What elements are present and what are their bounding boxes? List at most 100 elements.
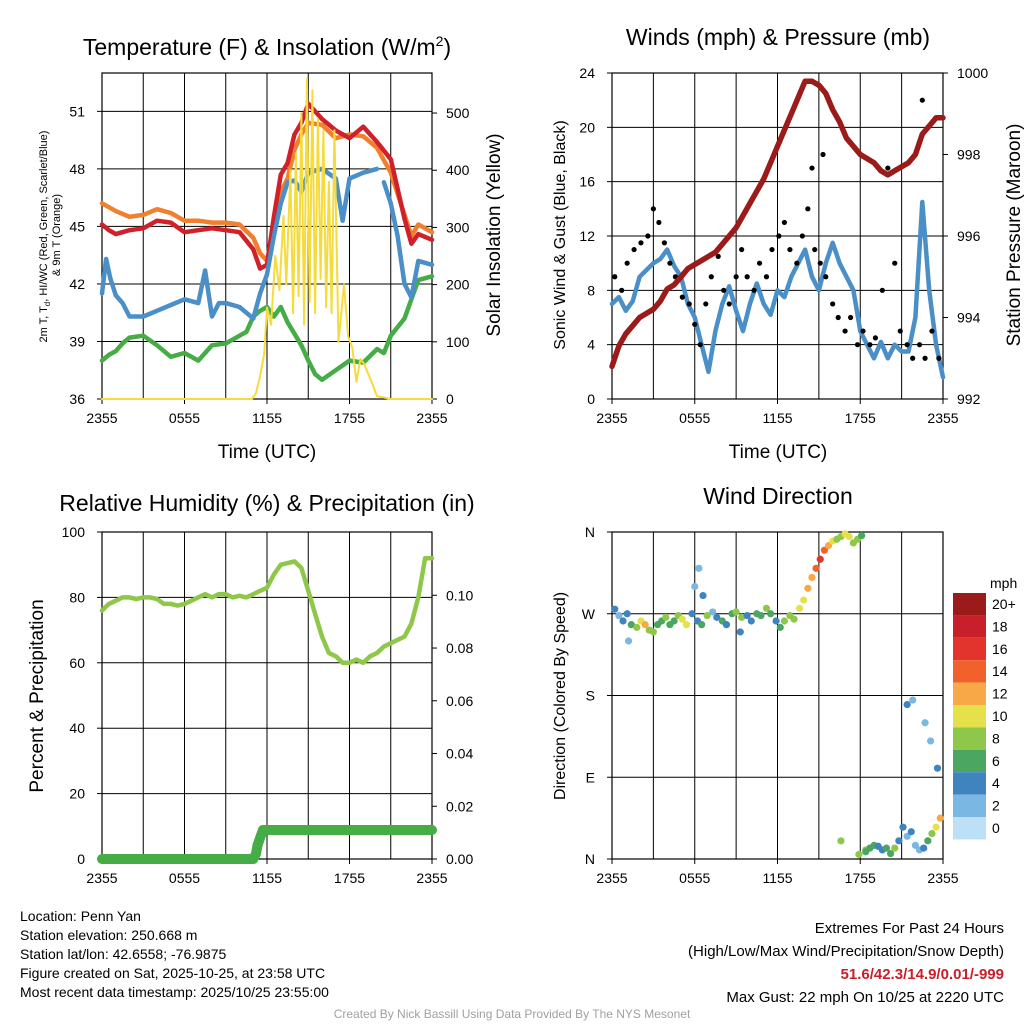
dir-ylabel-left: Direction (Colored By Speed) (552, 592, 569, 800)
wind-xtick-label: 0555 (679, 410, 710, 426)
dir-point (772, 617, 780, 625)
rh-panel: Relative Humidity (%) & Precipitation (i… (27, 490, 475, 793)
dir-point (688, 610, 696, 618)
dir-point (928, 829, 936, 838)
colorbar-label: 8 (992, 730, 1000, 746)
wind-series-gust-point (910, 355, 916, 361)
rh-ytick-right-label: 0.10 (446, 587, 473, 603)
dir-point (619, 617, 627, 625)
wind-series-gust-point (769, 246, 775, 253)
wind-series-gust-point (809, 165, 815, 171)
wind-series-gust-point (638, 240, 644, 246)
colorbar-label: 14 (992, 663, 1008, 679)
dir-point (816, 555, 824, 563)
colorbar-swatch (953, 794, 986, 817)
wind-series-gust-point (751, 287, 757, 293)
dir-point (920, 844, 928, 852)
dir-point (627, 621, 635, 629)
dir-point (736, 628, 744, 636)
dir-scatter (611, 530, 944, 859)
wind-series-gust-point (776, 233, 782, 239)
wind-ytick-label: 16 (579, 174, 595, 190)
wind-series-gust-point (854, 342, 861, 348)
wind-series-gust-point (897, 328, 903, 334)
wind-series-gust-point (650, 206, 656, 212)
colorbar-swatch (953, 772, 986, 795)
wind-xtick-label: 2355 (596, 410, 627, 426)
temp-axes: 2355 0555 1155 1755 235536394245485101002003… (69, 72, 470, 426)
dir-point (936, 814, 944, 822)
colorbar-label: 12 (992, 686, 1008, 702)
dir-point (682, 621, 691, 629)
wind-series-gust-point (885, 165, 891, 171)
wind-series-gust-point (805, 206, 811, 212)
temp-title: Temperature (F) & Insolation (W/m2) (83, 33, 451, 60)
dir-point (903, 700, 911, 709)
rh-ylabel-left: Percent & Precipitation (27, 599, 48, 792)
wind-series-gust-point (624, 260, 630, 266)
wind-series-gust-point (879, 287, 885, 293)
rh-ytick-label: 20 (69, 786, 85, 802)
wind-ytick-label: 24 (579, 65, 595, 81)
extremes-info: Extremes For Past 24 Hours (High/Low/Max… (688, 917, 1004, 1009)
wind-series-gust-point (872, 335, 879, 341)
wind-series-gust-point (919, 97, 925, 103)
wind-series-gust-point (904, 342, 910, 348)
dir-xtick-label: 2355 (927, 870, 958, 886)
rh-ytick-label: 0 (77, 851, 85, 867)
colorbar-swatch (953, 705, 986, 728)
dir-xtick-label: 1755 (845, 870, 876, 886)
dir-xtick-label: 1155 (762, 870, 792, 886)
dir-point (891, 844, 899, 852)
rh-xtick-label: 0555 (169, 870, 200, 886)
dir-point (790, 615, 798, 623)
wind-xtick-label: 1755 (845, 410, 876, 426)
dir-point (695, 564, 703, 572)
colorbar-swatch (953, 660, 986, 683)
wind-series-gust-point (744, 274, 750, 280)
wind-ytick-label: 4 (587, 337, 595, 353)
wind-series-gust-point (656, 219, 662, 226)
wind-series-gust-point (667, 260, 673, 266)
dir-point (747, 617, 755, 625)
wind-ytick-right-label: 1000 (957, 65, 988, 81)
wind-series-gust-point (697, 342, 703, 348)
recent-data-text: Most recent data timestamp: 2025/10/25 2… (20, 984, 329, 1000)
wind-series-gust-point (823, 274, 829, 280)
dir-point (924, 837, 932, 845)
station-info: Location: Penn Yan Station elevation: 25… (20, 907, 329, 1002)
wind-series-pressure-line (609, 78, 946, 370)
wind-series-gust-point (916, 342, 923, 348)
colorbar-label: 10 (992, 708, 1008, 724)
meteogram-figure: Temperature (F) & Insolation (W/m2) Time… (27, 24, 1024, 886)
wind-series-gust-point (892, 260, 898, 266)
dir-ytick-label: S (586, 688, 595, 704)
dir-point (633, 623, 641, 631)
rh-ytick-right-label: 0.00 (446, 851, 473, 867)
dir-point (812, 564, 820, 572)
wind-series-gust (612, 97, 942, 361)
wind-series-gust-point (726, 301, 732, 307)
wind-series-gust-point (929, 328, 935, 334)
dir-point (762, 604, 771, 612)
wind-ytick-label: 12 (579, 228, 595, 244)
wind-series-gust-point (799, 233, 805, 239)
temp-series-hi-wc-line-2 (381, 180, 435, 300)
dir-point (882, 844, 891, 852)
dir-point (722, 621, 731, 629)
dir-point (662, 613, 670, 621)
rh-ytick-right-label: 0.08 (446, 640, 473, 656)
colorbar-label: 2 (992, 798, 1000, 814)
colorbar-swatch (953, 817, 986, 840)
dir-xtick-label: 0555 (679, 870, 710, 886)
wind-series-gust-point (733, 274, 739, 280)
extremes-values: 51.6/42.3/14.9/0.01/-999 (840, 966, 1004, 983)
dir-point (886, 849, 895, 858)
dir-point (649, 628, 657, 636)
dir-point (820, 546, 828, 554)
colorbar-label: 6 (992, 753, 1000, 769)
wind-xtick-label: 2355 (927, 410, 958, 426)
wind-series-gust-point (936, 355, 942, 361)
elevation-text: Station elevation: 250.668 m (20, 927, 198, 943)
dir-point (757, 611, 765, 620)
